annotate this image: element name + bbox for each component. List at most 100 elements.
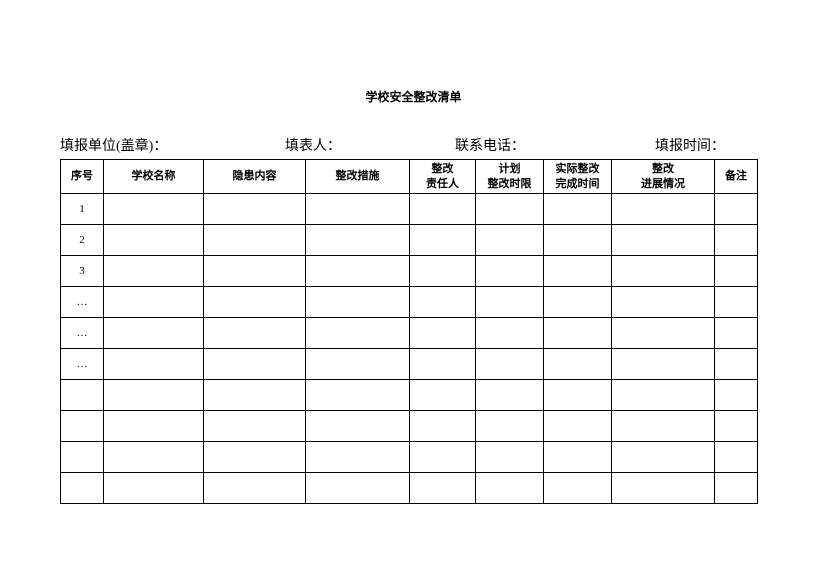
table-cell xyxy=(544,225,612,256)
table-cell xyxy=(104,473,204,504)
table-row: 1 xyxy=(61,194,758,225)
table-cell xyxy=(476,411,544,442)
col-header-remark: 备注 xyxy=(715,160,758,194)
table-cell xyxy=(612,411,715,442)
table-cell xyxy=(544,256,612,287)
table-cell xyxy=(544,318,612,349)
table-cell xyxy=(476,349,544,380)
table-cell xyxy=(612,318,715,349)
table-cell xyxy=(61,442,104,473)
table-cell xyxy=(204,442,306,473)
table-cell xyxy=(104,318,204,349)
table-cell xyxy=(104,256,204,287)
table-cell xyxy=(715,349,758,380)
table-cell xyxy=(476,287,544,318)
table-cell xyxy=(544,473,612,504)
table-cell xyxy=(612,349,715,380)
table-cell xyxy=(204,411,306,442)
table-cell: … xyxy=(61,318,104,349)
table-cell xyxy=(612,194,715,225)
table-cell xyxy=(306,349,410,380)
table-cell xyxy=(306,380,410,411)
table-cell xyxy=(476,256,544,287)
table-cell xyxy=(476,473,544,504)
table-cell xyxy=(410,349,476,380)
table-cell xyxy=(306,318,410,349)
table-cell xyxy=(204,287,306,318)
table-cell xyxy=(104,442,204,473)
table-cell xyxy=(715,225,758,256)
table-cell xyxy=(715,442,758,473)
table-cell xyxy=(410,411,476,442)
table-cell xyxy=(204,225,306,256)
table-cell xyxy=(410,225,476,256)
table-row xyxy=(61,473,758,504)
table-cell xyxy=(204,380,306,411)
table-cell xyxy=(306,287,410,318)
table-cell xyxy=(476,380,544,411)
table-cell xyxy=(104,349,204,380)
table-cell xyxy=(204,473,306,504)
table-cell xyxy=(476,442,544,473)
table-row xyxy=(61,411,758,442)
col-header-hazard: 隐患内容 xyxy=(204,160,306,194)
rectification-table: 序号 学校名称 隐患内容 整改措施 整改责任人 计划整改时限 实际整改完成时间 … xyxy=(60,159,758,504)
table-cell: 3 xyxy=(61,256,104,287)
table-row: … xyxy=(61,318,758,349)
table-cell xyxy=(104,411,204,442)
table-cell xyxy=(306,411,410,442)
table-cell xyxy=(204,349,306,380)
table-cell xyxy=(306,256,410,287)
table-cell xyxy=(410,442,476,473)
table-cell xyxy=(104,194,204,225)
table-cell xyxy=(306,225,410,256)
table-cell xyxy=(544,349,612,380)
table-cell xyxy=(61,380,104,411)
table-cell xyxy=(104,225,204,256)
table-cell xyxy=(306,442,410,473)
table-row: … xyxy=(61,287,758,318)
meta-phone-label: 联系电话： xyxy=(455,135,655,155)
table-cell xyxy=(544,194,612,225)
table-cell xyxy=(544,287,612,318)
col-header-seq: 序号 xyxy=(61,160,104,194)
table-cell xyxy=(61,411,104,442)
table-body: 123……… xyxy=(61,194,758,504)
table-cell xyxy=(104,380,204,411)
table-row xyxy=(61,442,758,473)
table-header-row: 序号 学校名称 隐患内容 整改措施 整改责任人 计划整改时限 实际整改完成时间 … xyxy=(61,160,758,194)
table-cell xyxy=(612,442,715,473)
col-header-progress: 整改进展情况 xyxy=(612,160,715,194)
meta-row: 填报单位(盖章)： 填表人： 联系电话： 填报时间： xyxy=(0,135,827,155)
table-cell: … xyxy=(61,349,104,380)
table-cell xyxy=(612,256,715,287)
table-cell xyxy=(715,194,758,225)
table-row: … xyxy=(61,349,758,380)
table-cell xyxy=(410,380,476,411)
table-cell xyxy=(612,287,715,318)
table-cell xyxy=(410,256,476,287)
table-cell xyxy=(476,318,544,349)
table-cell xyxy=(204,194,306,225)
table-cell xyxy=(612,225,715,256)
meta-preparer-label: 填表人： xyxy=(285,135,455,155)
col-header-measure: 整改措施 xyxy=(306,160,410,194)
table-cell xyxy=(612,380,715,411)
table-row: 2 xyxy=(61,225,758,256)
table-cell xyxy=(410,318,476,349)
table-cell xyxy=(306,473,410,504)
table-cell: … xyxy=(61,287,104,318)
table-row: 3 xyxy=(61,256,758,287)
table-cell xyxy=(544,411,612,442)
meta-unit-label: 填报单位(盖章)： xyxy=(60,135,285,155)
table-cell xyxy=(544,442,612,473)
table-cell xyxy=(715,473,758,504)
table-cell xyxy=(715,287,758,318)
table-cell xyxy=(410,194,476,225)
table-cell xyxy=(715,411,758,442)
table-cell xyxy=(306,194,410,225)
meta-date-label: 填报时间： xyxy=(655,135,725,155)
table-cell xyxy=(715,380,758,411)
table-cell: 2 xyxy=(61,225,104,256)
table-cell xyxy=(715,318,758,349)
